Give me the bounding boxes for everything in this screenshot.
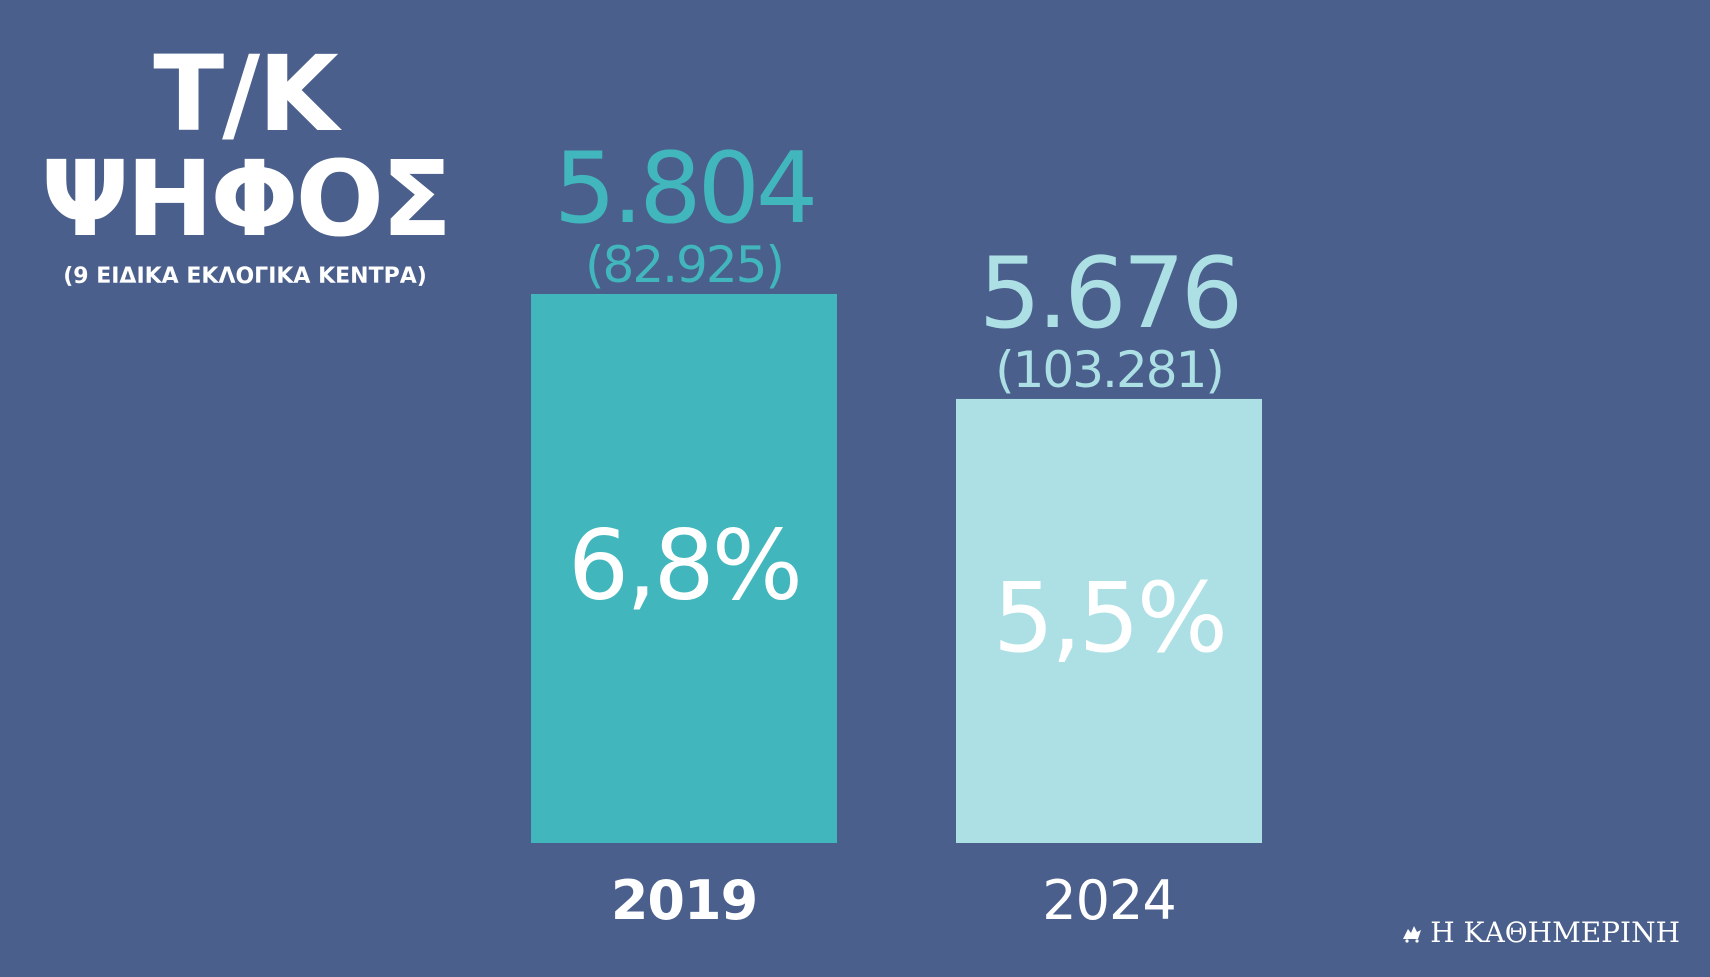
- bar-2019: [531, 294, 837, 843]
- brand-logo: Η ΚΑΘΗΜΕΡΙΝΗ: [1400, 916, 1680, 949]
- bar-value-label-2019: 6,8%: [568, 510, 800, 622]
- title-block: Τ/Κ ΨΗΦΟΣ (9 ΕΙΔΙΚΑ ΕΚΛΟΓΙΚΑ ΚΕΝΤΡΑ): [40, 33, 452, 289]
- chart-subtitle: (9 ΕΙΔΙΚΑ ΕΚΛΟΓΙΚΑ ΚΕΝΤΡΑ): [63, 264, 427, 289]
- chart-title-line1: Τ/Κ: [153, 33, 339, 155]
- category-label-2024: 2024: [1042, 869, 1175, 932]
- category-label-2019: 2019: [611, 869, 757, 932]
- chart-title-line2: ΨΗΦΟΣ: [40, 138, 452, 260]
- bar-value-label-2024: 5,5%: [993, 562, 1225, 674]
- brand-name: Η ΚΑΘΗΜΕΡΙΝΗ: [1430, 916, 1680, 949]
- bar-2024: [956, 398, 1262, 843]
- vote-count-label-2019: 5.804: [554, 132, 815, 246]
- kathimerini-logo-icon: [1403, 925, 1422, 943]
- total-voters-label-2024: (103.281): [995, 341, 1223, 399]
- vote-count-label-2024: 5.676: [979, 237, 1240, 351]
- total-voters-label-2019: (82.925): [585, 236, 783, 294]
